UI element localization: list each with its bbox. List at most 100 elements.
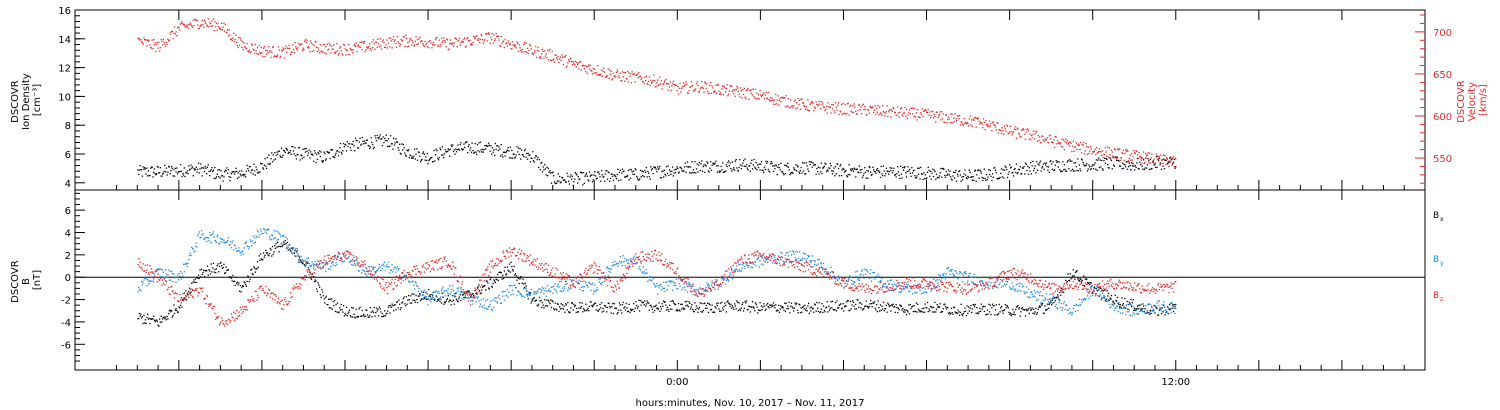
by-point (193, 251, 195, 253)
velocity-point (956, 115, 959, 117)
velocity-point (894, 111, 896, 113)
velocity-point (685, 81, 687, 83)
bx-point (571, 302, 573, 304)
density-tick-label: 16 (58, 6, 71, 17)
density-point (357, 147, 360, 149)
by-point (317, 263, 319, 265)
velocity-point (608, 77, 610, 79)
velocity-point (1124, 152, 1126, 155)
density-point (643, 176, 645, 178)
bx-point (821, 303, 823, 305)
velocity-point (657, 79, 659, 81)
density-point (1154, 163, 1156, 165)
bx-point (378, 315, 380, 317)
bx-point (879, 304, 882, 306)
velocity-point (998, 129, 1000, 131)
bx-point (215, 268, 218, 270)
density-point (1096, 169, 1098, 171)
velocity-point (868, 112, 870, 114)
by-point (301, 260, 303, 263)
bx-point (920, 310, 922, 312)
velocity-point (176, 35, 178, 37)
velocity-point (904, 107, 906, 109)
density-point (452, 150, 455, 153)
velocity-point (683, 82, 685, 84)
velocity-point (464, 37, 466, 39)
bx-point (808, 312, 810, 314)
bx-point (468, 290, 470, 292)
velocity-point (390, 37, 392, 39)
density-point (560, 181, 562, 183)
bx-point (657, 307, 659, 309)
density-point (453, 149, 455, 151)
velocity-point (207, 18, 209, 20)
velocity-point (260, 46, 262, 49)
bx-point (1166, 311, 1168, 313)
bx-point (1048, 307, 1050, 309)
velocity-point (262, 47, 265, 49)
bx-point (480, 292, 482, 294)
velocity-point (141, 41, 143, 43)
density-point (885, 172, 887, 175)
bx-point (828, 305, 830, 307)
density-point (357, 147, 359, 149)
velocity-point (1125, 149, 1127, 151)
bx-point (163, 316, 165, 318)
density-point (353, 145, 355, 147)
by-point (265, 229, 267, 231)
bx-point (648, 302, 650, 304)
by-point (499, 298, 501, 300)
density-point (336, 149, 339, 152)
by-point (426, 293, 428, 295)
velocity-point (1114, 149, 1116, 151)
bx-point (722, 307, 724, 309)
velocity-point (400, 38, 402, 41)
bx-point (750, 306, 752, 308)
density-point (443, 153, 446, 155)
density-point (800, 166, 802, 169)
bx-point (698, 308, 700, 310)
bx-point (474, 290, 476, 292)
density-point (651, 168, 653, 170)
density-point (1174, 167, 1176, 169)
bx-point (182, 299, 185, 301)
density-point (203, 170, 206, 173)
velocity-point (766, 97, 768, 100)
velocity-point (823, 106, 825, 109)
bx-point (704, 302, 706, 304)
density-point (262, 167, 264, 169)
bx-point (892, 303, 894, 305)
density-point (755, 162, 757, 164)
velocity-point (1142, 157, 1144, 159)
density-point (544, 163, 546, 166)
density-point (686, 165, 688, 168)
velocity-point (384, 46, 387, 49)
velocity-point (899, 111, 901, 113)
velocity-point (691, 85, 693, 87)
bx-point (1036, 313, 1038, 315)
bx-point (674, 303, 676, 305)
velocity-point (637, 77, 639, 79)
bx-point (177, 311, 179, 313)
bx-point (935, 308, 938, 310)
density-point (406, 149, 408, 151)
density-point (546, 166, 548, 168)
density-point (734, 160, 736, 162)
density-point (426, 152, 428, 155)
density-point (760, 161, 763, 163)
by-point (301, 258, 304, 261)
bx-point (298, 257, 301, 259)
velocity-point (600, 73, 602, 75)
bx-point (637, 306, 639, 308)
by-point (414, 281, 416, 283)
density-point (1063, 169, 1065, 171)
density-point (257, 171, 259, 174)
density-point (145, 173, 147, 175)
by-point (177, 279, 179, 281)
by-point (264, 231, 266, 233)
by-point (307, 257, 310, 259)
by-point (523, 288, 525, 290)
density-point (458, 149, 461, 151)
bx-point (879, 310, 881, 312)
density-point (658, 167, 660, 169)
